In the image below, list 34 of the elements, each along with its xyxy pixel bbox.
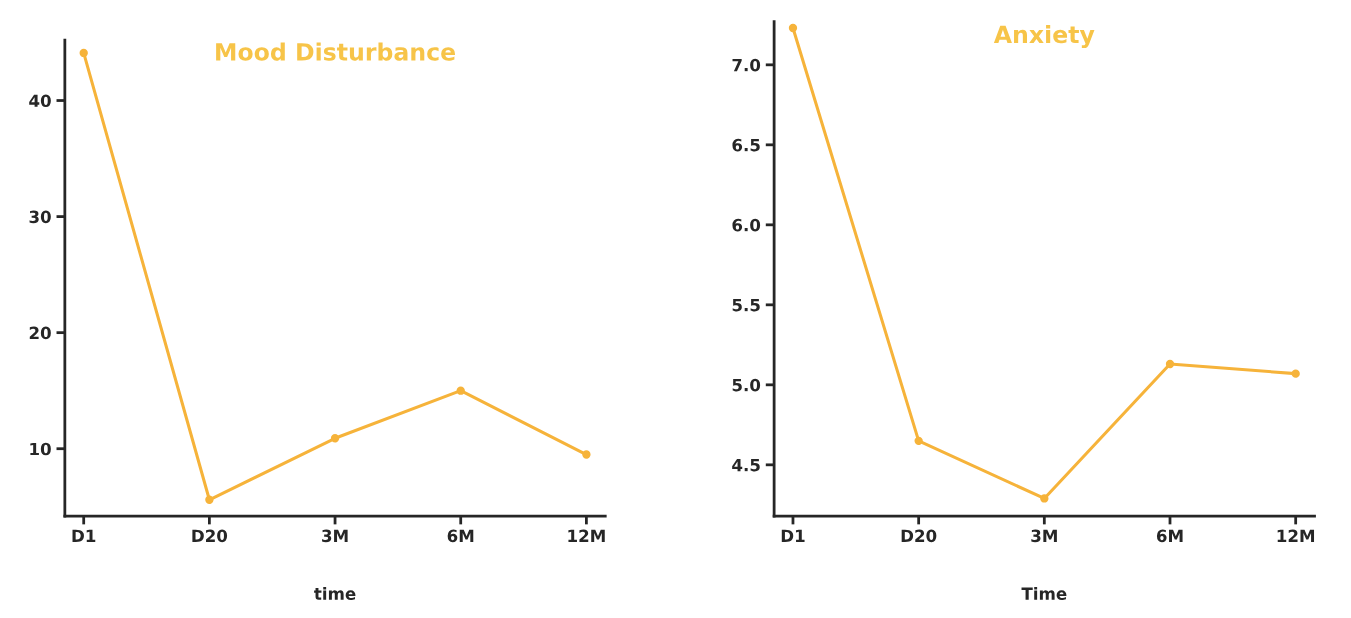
x-tick-label: 12M: [568, 529, 605, 542]
x-axis-title: time: [314, 587, 356, 600]
x-tick-label: 12M: [1277, 529, 1315, 542]
x-tick-label: 3M: [322, 529, 348, 543]
y-tick-label: 20: [29, 326, 51, 340]
y-tick-label: 7.0: [732, 58, 761, 72]
point: [79, 48, 88, 58]
y-tick-label: 40: [29, 94, 51, 108]
x-axis-title: Time: [1021, 587, 1067, 600]
x-tick-label: D20: [192, 529, 228, 543]
point: [456, 386, 465, 395]
y-tick-label: 5.0: [732, 378, 761, 392]
point: [205, 495, 214, 504]
x-tick-label: 3M: [1031, 529, 1057, 543]
y-tick-label: 30: [29, 210, 51, 224]
y-tick-label: 4.5: [732, 459, 760, 472]
point: [330, 434, 340, 443]
point: [788, 23, 798, 33]
x-tick-label: 6M: [447, 529, 474, 543]
y-tick-label: 6.0: [732, 218, 761, 232]
x-tick-label: D1: [781, 529, 805, 542]
y-tick-label: 10: [30, 442, 51, 456]
point: [1291, 369, 1300, 378]
chart-title: Anxiety: [993, 25, 1095, 49]
chart-title: Mood Disturbance: [216, 42, 455, 61]
x-tick-label: D20: [901, 529, 937, 543]
x-tick-label: D1: [72, 529, 96, 542]
point: [1040, 494, 1049, 503]
point: [582, 450, 591, 459]
point: [1165, 359, 1175, 369]
y-tick-label: 6.5: [732, 138, 760, 152]
y-tick-label: 5.5: [732, 299, 760, 312]
x-tick-label: 6M: [1156, 529, 1183, 543]
point: [914, 436, 923, 445]
